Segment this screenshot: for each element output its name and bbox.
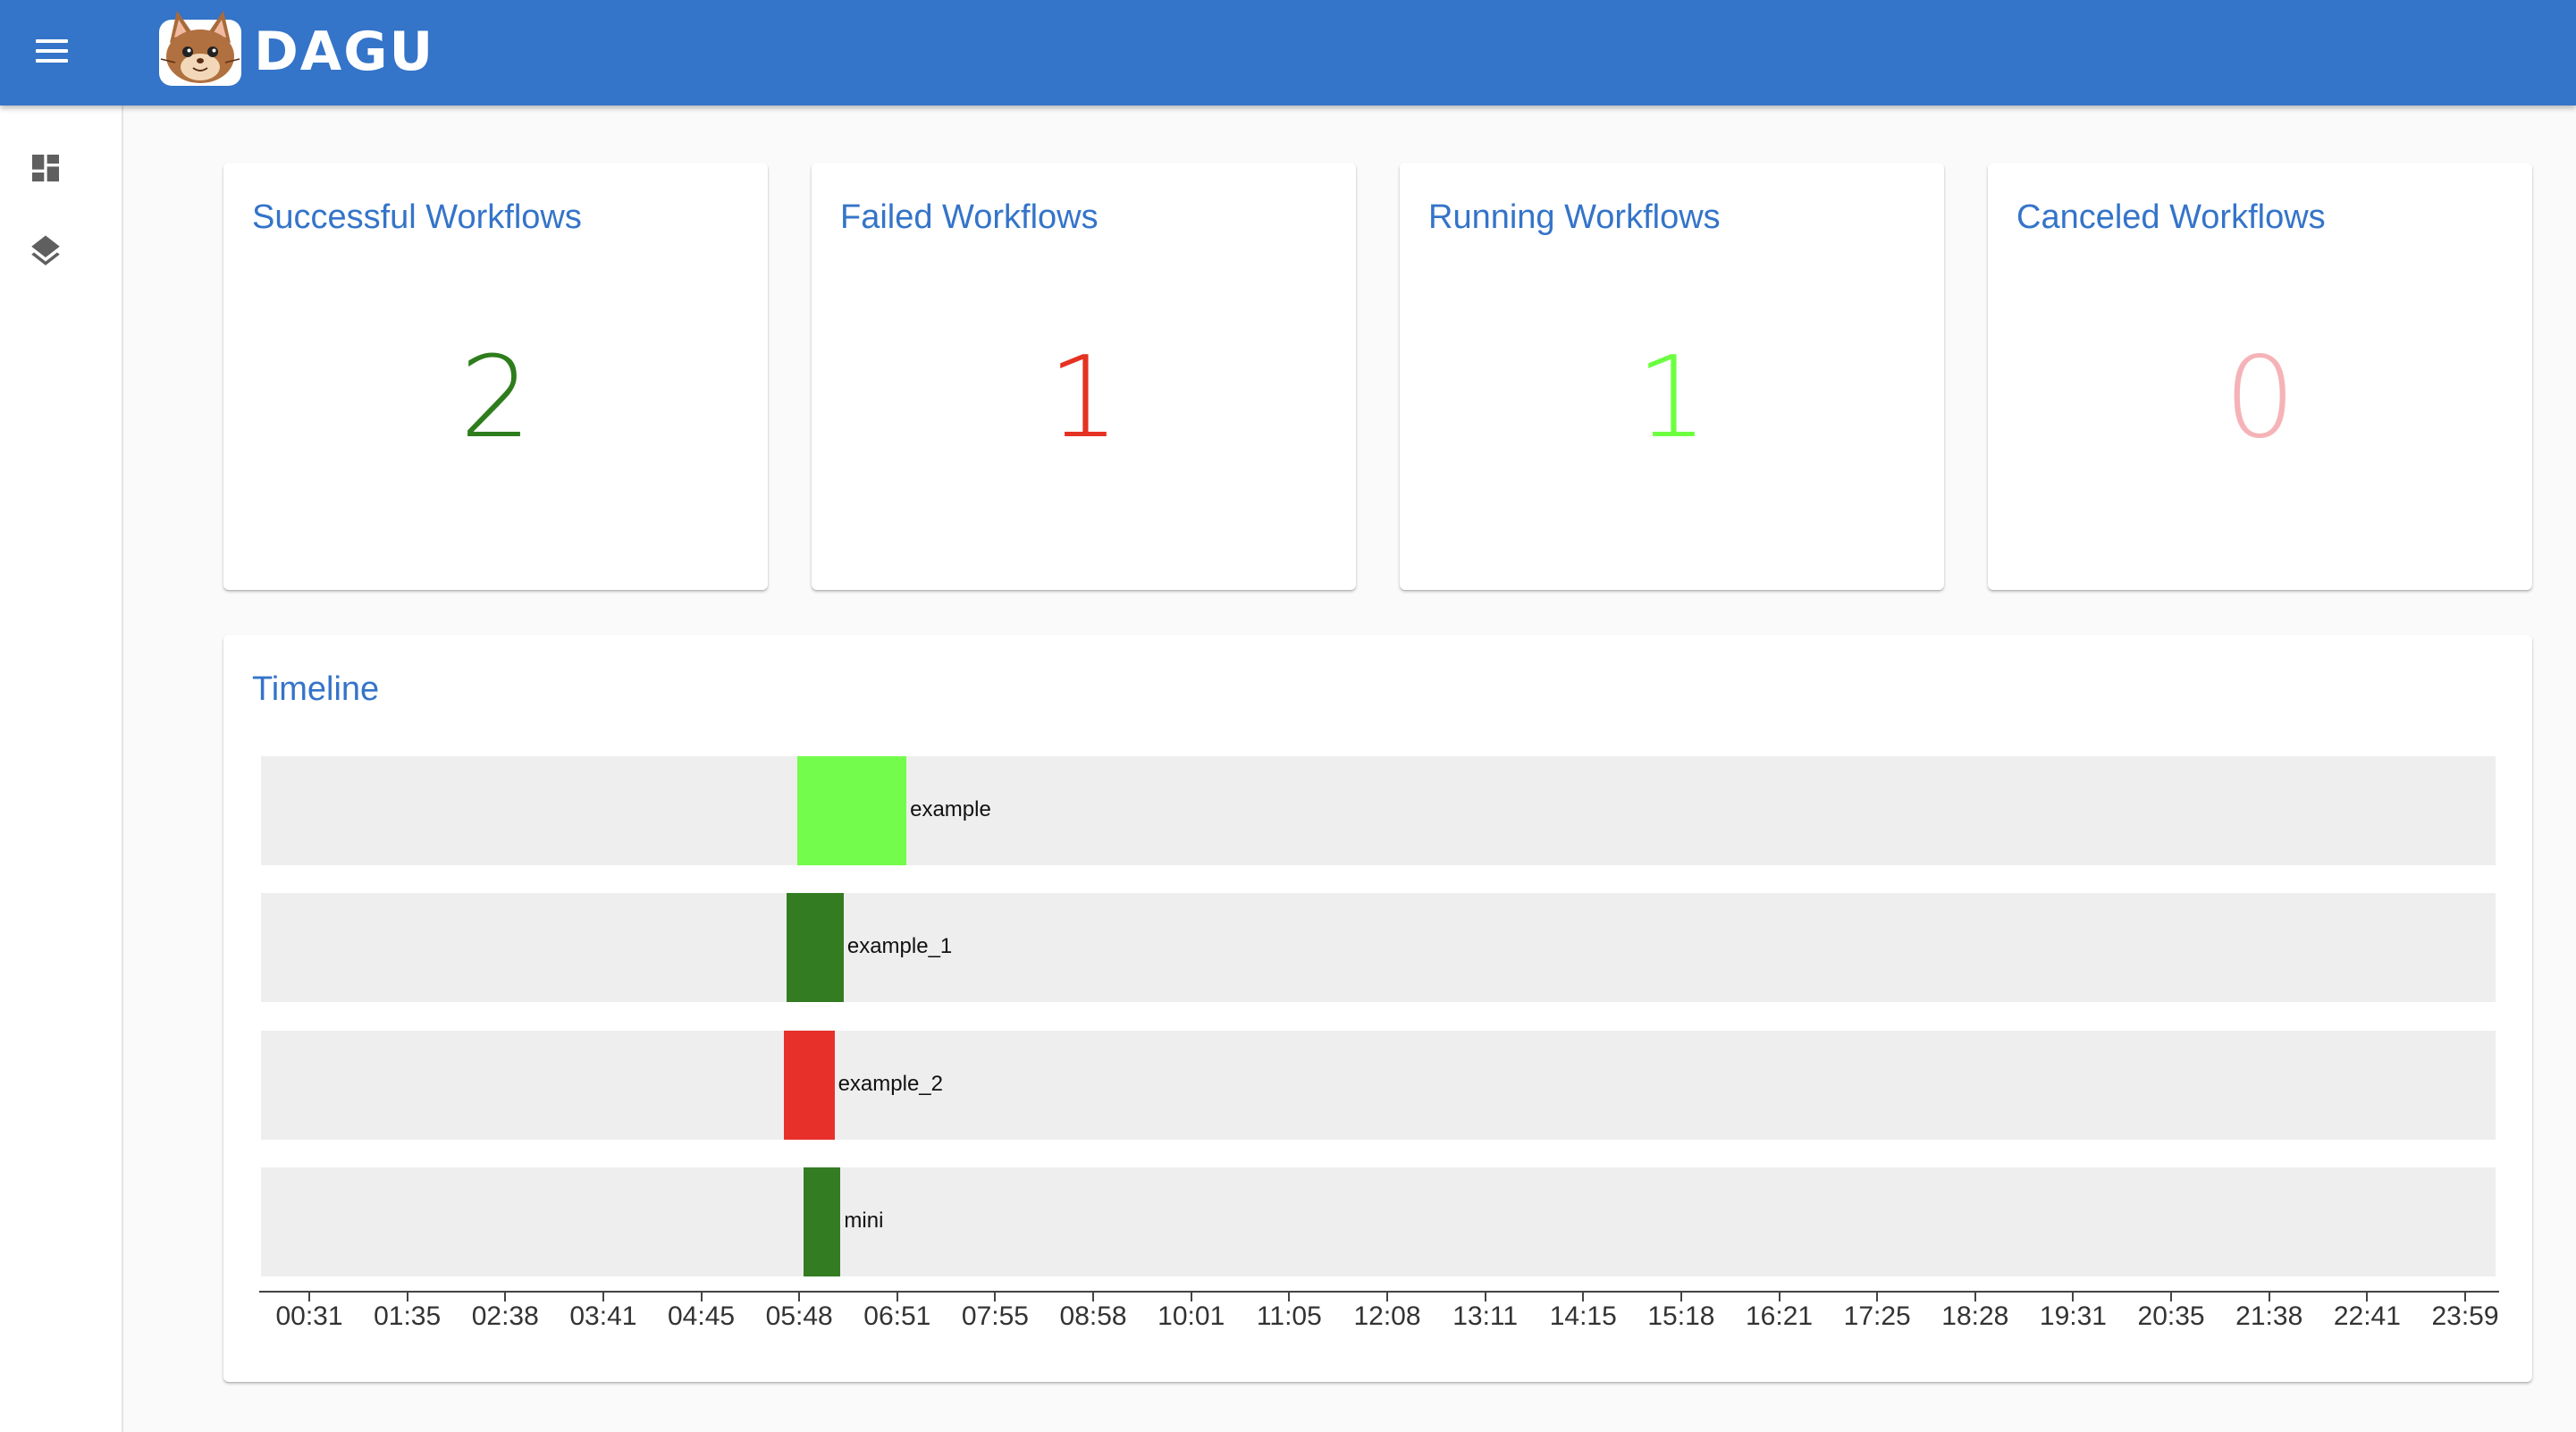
sidebar-item-dashboard[interactable] — [25, 147, 66, 189]
axis-tick — [798, 1291, 801, 1301]
axis-tick — [700, 1291, 703, 1301]
card-title: Failed Workflows — [840, 198, 1099, 236]
axis-tick — [2268, 1291, 2270, 1301]
axis-tick — [896, 1291, 898, 1301]
failed-count: 1 — [1048, 332, 1120, 463]
brand-name: DAGU — [254, 21, 435, 83]
axis-tick — [994, 1291, 997, 1301]
timeline-row — [261, 1167, 2496, 1276]
axis-tick — [308, 1291, 310, 1301]
timeline-bar-label: example_1 — [846, 934, 953, 958]
layers-icon — [31, 235, 60, 265]
axis-tick-label: 18:28 — [1941, 1301, 2009, 1331]
card-title: Canceled Workflows — [2016, 198, 2326, 236]
axis-tick — [504, 1291, 507, 1301]
menu-bar-line — [36, 49, 68, 53]
axis-tick-label: 03:41 — [569, 1301, 637, 1331]
timeline-row — [261, 1031, 2496, 1140]
axis-tick — [1974, 1291, 1976, 1301]
timeline-title: Timeline — [252, 670, 380, 708]
axis-tick-label: 20:35 — [2137, 1301, 2205, 1331]
timeline-row — [261, 756, 2496, 865]
axis-tick — [1582, 1291, 1585, 1301]
axis-tick-label: 11:05 — [1256, 1301, 1322, 1331]
card-failed-workflows[interactable]: Failed Workflows 1 — [812, 163, 1356, 590]
axis-tick — [1778, 1291, 1780, 1301]
axis-tick — [2072, 1291, 2075, 1301]
timeline-bar-example-1[interactable] — [787, 893, 844, 1002]
dashboard-icon — [32, 155, 59, 181]
card-title: Successful Workflows — [252, 198, 582, 236]
hamburger-menu-icon[interactable] — [25, 24, 79, 78]
axis-tick-label: 13:11 — [1452, 1301, 1519, 1331]
timeline-bar-mini[interactable] — [804, 1167, 841, 1276]
running-count: 1 — [1636, 332, 1708, 463]
axis-tick — [602, 1291, 604, 1301]
timeline-bar-example-2[interactable] — [784, 1031, 835, 1140]
axis-tick-label: 19:31 — [2039, 1301, 2107, 1331]
axis-tick — [1484, 1291, 1486, 1301]
menu-bar-line — [36, 59, 68, 63]
timeline-axis — [259, 1291, 2499, 1293]
axis-tick-label: 21:38 — [2235, 1301, 2303, 1331]
axis-tick — [1288, 1291, 1291, 1301]
axis-tick-label: 15:18 — [1647, 1301, 1715, 1331]
axis-tick-label: 00:31 — [275, 1301, 343, 1331]
card-title: Running Workflows — [1428, 198, 1721, 236]
timeline-bar-label: example_2 — [838, 1072, 943, 1096]
card-successful-workflows[interactable]: Successful Workflows 2 — [223, 163, 768, 590]
menu-bar-line — [36, 39, 68, 43]
axis-tick-label: 08:58 — [1059, 1301, 1127, 1331]
sidebar-item-workflows[interactable] — [25, 231, 66, 272]
axis-tick — [1876, 1291, 1879, 1301]
card-canceled-workflows[interactable]: Canceled Workflows 0 — [1988, 163, 2532, 590]
card-running-workflows[interactable]: Running Workflows 1 — [1400, 163, 1944, 590]
timeline-row — [261, 893, 2496, 1002]
axis-tick — [2464, 1291, 2466, 1301]
axis-tick-label: 16:21 — [1745, 1301, 1814, 1331]
axis-tick-label: 05:48 — [765, 1301, 833, 1331]
axis-tick-label: 07:55 — [961, 1301, 1029, 1331]
timeline-bar-label: example — [910, 797, 991, 821]
dagu-cat-logo-icon[interactable] — [157, 7, 243, 88]
axis-tick-label: 23:59 — [2431, 1301, 2499, 1331]
canceled-count: 0 — [2224, 332, 2296, 463]
timeline-bar-label: mini — [844, 1209, 884, 1233]
axis-tick — [1679, 1291, 1682, 1301]
app-bar: DAGU — [0, 0, 2576, 105]
axis-tick — [406, 1291, 408, 1301]
axis-tick — [2366, 1291, 2369, 1301]
axis-tick-label: 17:25 — [1843, 1301, 1911, 1331]
timeline-bar-example[interactable] — [797, 756, 907, 865]
axis-tick — [1092, 1291, 1095, 1301]
successful-count: 2 — [459, 332, 532, 463]
axis-tick-label: 06:51 — [863, 1301, 931, 1331]
axis-tick — [1386, 1291, 1388, 1301]
axis-tick-label: 22:41 — [2333, 1301, 2401, 1331]
axis-tick-label: 10:01 — [1158, 1301, 1225, 1331]
axis-tick-label: 12:08 — [1353, 1301, 1421, 1331]
sidebar — [0, 105, 123, 1432]
axis-tick-label: 14:15 — [1549, 1301, 1617, 1331]
axis-tick-label: 02:38 — [471, 1301, 539, 1331]
axis-tick-label: 01:35 — [374, 1301, 442, 1331]
axis-tick-label: 04:45 — [667, 1301, 736, 1331]
axis-tick — [2170, 1291, 2173, 1301]
axis-tick — [1190, 1291, 1192, 1301]
